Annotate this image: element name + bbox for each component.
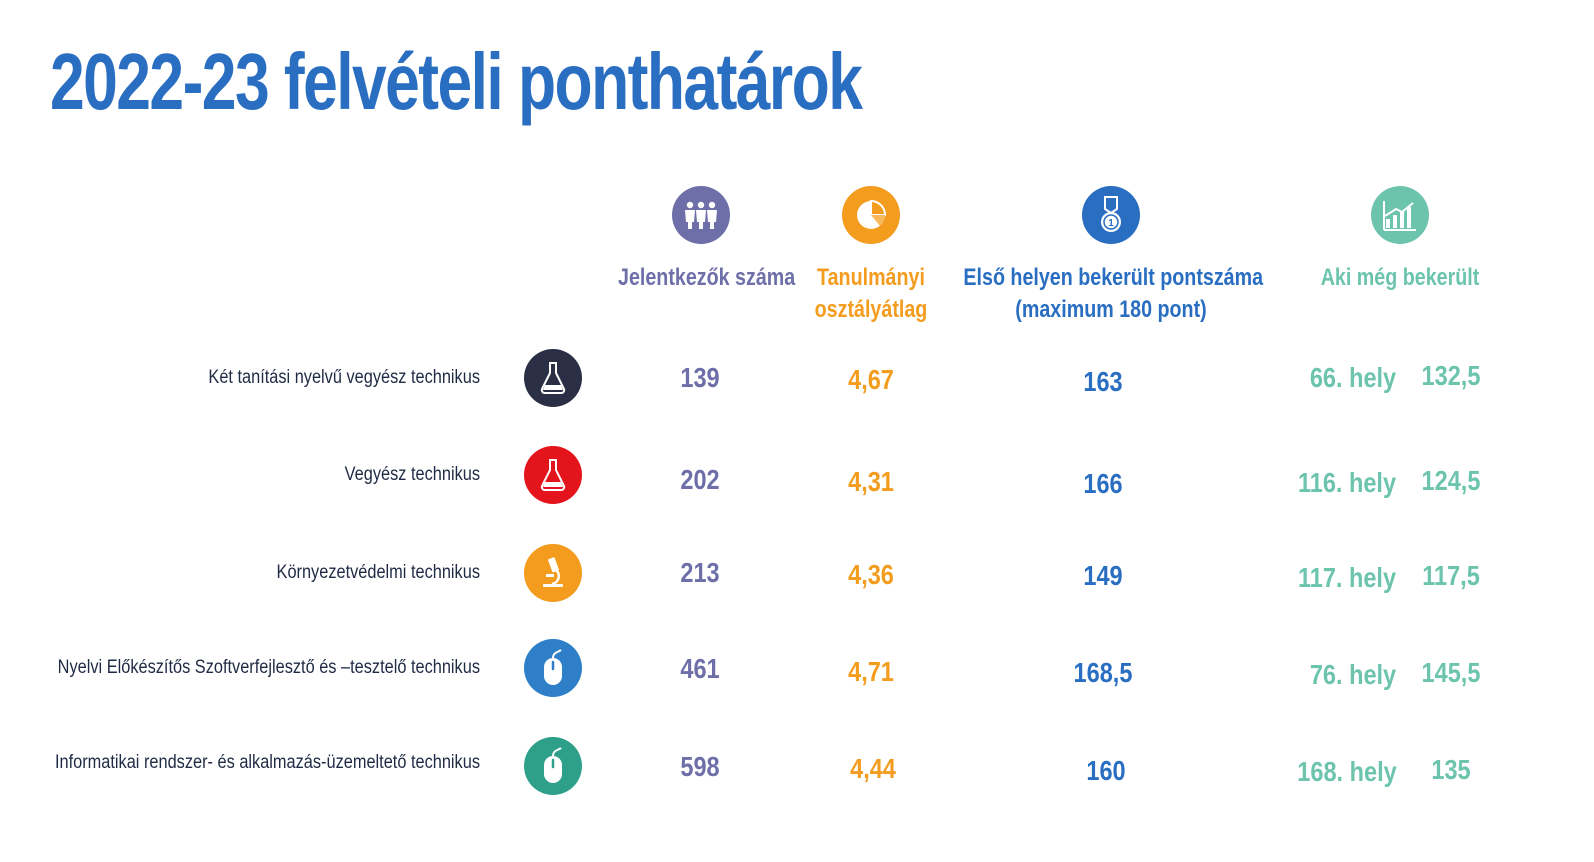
first-score-value: 160: [1086, 755, 1126, 786]
first-score-value: 149: [1083, 560, 1123, 591]
microscope-icon: [524, 544, 582, 602]
row-label: Nyelvi Előkészítős Szoftverfejlesztő és …: [57, 657, 480, 678]
header-average-line1: Tanulmányi: [817, 264, 925, 291]
row-label: Környezetvédelmi technikus: [276, 562, 480, 583]
last-score-value: 135: [1431, 754, 1471, 785]
flask-icon: [524, 349, 582, 407]
last-rank-value: 117. hely: [1297, 562, 1397, 593]
first-score-value: 168,5: [1073, 657, 1133, 688]
row-label: Vegyész technikus: [344, 464, 480, 485]
applicants-value: 461: [680, 653, 720, 684]
average-value: 4,67: [848, 364, 894, 395]
mouse-icon: [524, 639, 582, 697]
average-value: 4,36: [848, 559, 894, 590]
svg-text:1: 1: [1108, 218, 1114, 229]
applicants-value: 598: [680, 751, 720, 782]
header-first: Első helyen bekerült pontszáma (maximum …: [963, 262, 1264, 326]
row-label: Két tanítási nyelvű vegyész technikus: [208, 367, 480, 388]
applicants-value: 202: [680, 464, 720, 495]
medal-icon: 1: [1082, 186, 1140, 244]
flask-icon: [524, 446, 582, 504]
last-rank-value: 66. hely: [1309, 362, 1397, 393]
first-score-value: 166: [1083, 468, 1123, 499]
average-value: 4,44: [850, 753, 896, 784]
last-rank-value: 168. hely: [1297, 756, 1397, 787]
header-first-line1: Első helyen bekerült pontszáma: [963, 264, 1264, 291]
row-label: Informatikai rendszer- és alkalmazás-üze…: [54, 752, 480, 773]
applicants-value: 139: [680, 362, 720, 393]
last-rank-value: 116. hely: [1297, 467, 1397, 498]
header-average-line2: osztályátlag: [814, 296, 928, 323]
pie-chart-icon: [842, 186, 900, 244]
header-first-line2: (maximum 180 pont): [1015, 296, 1207, 323]
applicants-value: 213: [680, 557, 720, 588]
header-last: Aki még bekerült: [1320, 264, 1480, 291]
last-rank-value: 76. hely: [1309, 659, 1397, 690]
average-value: 4,71: [848, 656, 894, 687]
group-people-icon: [672, 186, 730, 244]
average-value: 4,31: [848, 466, 894, 497]
page-title: 2022-23 felvételi ponthatárok: [50, 37, 863, 126]
mouse-icon: [524, 737, 582, 795]
bar-chart-icon: [1371, 186, 1429, 244]
first-score-value: 163: [1083, 366, 1123, 397]
header-average: Tanulmányi osztályátlag: [789, 262, 953, 326]
header-applicants: Jelentkezők száma: [618, 264, 796, 291]
last-score-value: 145,5: [1421, 657, 1481, 688]
last-score-value: 132,5: [1421, 360, 1481, 391]
last-score-value: 117,5: [1422, 560, 1480, 591]
last-score-value: 124,5: [1421, 465, 1481, 496]
